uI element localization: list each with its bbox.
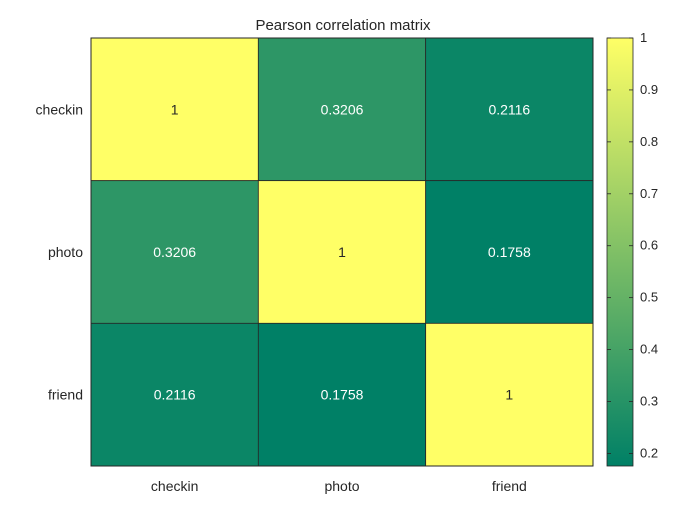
chart-title: Pearson correlation matrix <box>255 17 431 34</box>
colorbar-tick-label: 0.8 <box>640 134 658 149</box>
heatmap-cells: 1 0.3206 0.2116 0.3206 1 0.1758 0.2116 0.1758 1 c… <box>36 37 594 494</box>
colorbar-tick-label: 0.9 <box>640 82 658 97</box>
cell-value-label: 1 <box>505 387 513 403</box>
heatmap-cell <box>425 180 594 324</box>
cell-value-label: 0.2116 <box>154 387 196 403</box>
colorbar: 0.2 0.3 0.4 0.5 0.6 0.7 0.8 0.9 1 <box>606 30 658 467</box>
row-label: photo <box>48 244 83 260</box>
cell-value-label: 0.1758 <box>321 387 364 403</box>
heatmap-cell <box>90 180 259 324</box>
colorbar-tick-label: 0.6 <box>640 238 658 253</box>
cell-value-label: 1 <box>171 101 179 117</box>
heatmap-cell <box>90 322 259 467</box>
heatmap-cell <box>257 180 427 324</box>
colorbar-tick-label: 0.7 <box>640 186 658 201</box>
colorbar-gradient <box>606 37 634 467</box>
colorbar-tick-label: 1 <box>640 30 647 45</box>
row-label: checkin <box>36 101 83 117</box>
row-label: friend <box>48 387 83 403</box>
colorbar-tick-label: 0.4 <box>640 342 658 357</box>
cell-value-label: 0.3206 <box>153 244 196 260</box>
cell-value-label: 0.1758 <box>488 244 531 260</box>
col-label: checkin <box>151 478 198 494</box>
cell-value-label: 0.3206 <box>321 101 364 117</box>
heatmap-cell <box>90 37 259 182</box>
col-label: friend <box>492 478 527 494</box>
colorbar-tick-label: 0.5 <box>640 290 658 305</box>
plot-frame <box>90 37 594 467</box>
colorbar-tick-label: 0.2 <box>640 445 658 460</box>
cell-value-label: 1 <box>338 244 346 260</box>
heatmap-cell <box>257 322 427 467</box>
col-label: photo <box>324 478 359 494</box>
cell-value-label: 0.2116 <box>488 101 530 117</box>
colorbar-tick-label: 0.3 <box>640 394 658 409</box>
heatmap-cell <box>257 37 427 182</box>
